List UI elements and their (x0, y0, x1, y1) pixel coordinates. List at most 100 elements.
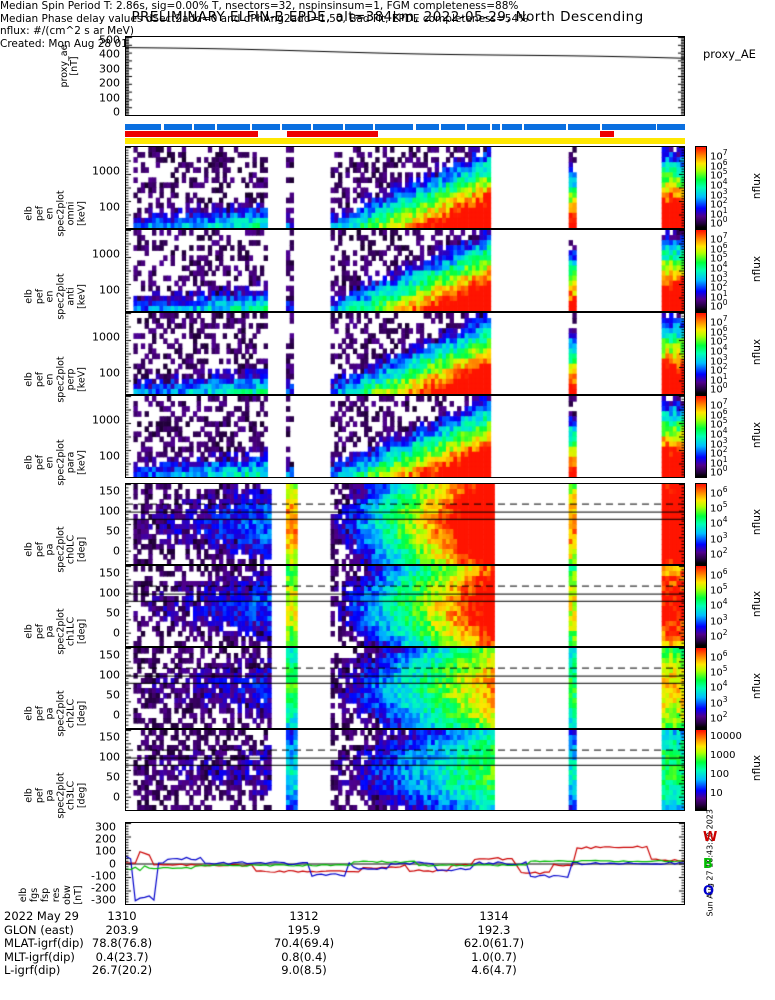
colorbar-tick: 102 (710, 627, 728, 643)
fgs-ytick: -300 (91, 893, 116, 907)
x-axis-value: 1314 (479, 909, 509, 923)
colorbar-4 (695, 483, 707, 565)
fgs-yticks: 300 200 100 0 -100 -200 -300 (78, 821, 116, 907)
colorbar-tick: 102 (710, 279, 728, 294)
colorbar-tick: 106 (710, 649, 728, 664)
fgs-ytick: -200 (91, 881, 116, 895)
x-axis-row-label: 2022 May 29 (4, 909, 79, 923)
colorbar-label: nflux (751, 172, 763, 199)
colorbar-tick: 104 (710, 679, 728, 694)
proxy-ae-yticks: 500 400 300 200 100 0 (82, 33, 120, 119)
status-segment-blue (467, 124, 490, 130)
pa-ylabel-1: elb pef pa spec2plot ch1LC [deg] (23, 608, 88, 655)
proxy-ae-ytick: 0 (113, 105, 120, 119)
x-axis-annotations: 2022 May 29 1310 1312 1314 GLON (east) 203.9 1… (4, 909, 774, 978)
colorbar-tick: 100 (710, 464, 728, 479)
colorbar-tick: 105 (710, 500, 728, 515)
colorbar-tick: 107 (710, 314, 728, 329)
colorbar-label: nflux (751, 255, 763, 282)
fgs-legend-W: W (703, 830, 718, 845)
status-segment-blue (568, 124, 600, 130)
colorbar-tick: 104 (710, 342, 728, 358)
proxy-ae-right-label: proxy_AE (703, 47, 756, 61)
fgs-ytick: 300 (95, 820, 116, 834)
colorbar-tick: 102 (710, 362, 728, 377)
colorbar-tick: 106 (710, 406, 728, 421)
pa-ytick: 50 (106, 688, 120, 702)
status-segment-red (287, 131, 379, 137)
proxy-ae-ytick: 400 (99, 47, 120, 61)
energy-ylabel-3: elb pef en spec2plot para [keV] (23, 438, 88, 486)
colorbar-label: nflux (751, 421, 763, 448)
status-segment-blue (502, 124, 522, 130)
x-axis-value: 9.0(8.5) (281, 963, 327, 977)
pa-ytick: 100 (99, 668, 120, 682)
pa-ytick: 0 (113, 708, 120, 722)
x-axis-row-label: MLAT-igrf(dip) (4, 936, 84, 950)
energy-ytick: 1000 (92, 413, 120, 427)
proxy-ae-ytick: 300 (99, 62, 120, 76)
colorbar-7 (695, 729, 707, 811)
colorbar-tick: 104 (710, 515, 728, 530)
colorbar-tick: 101 (710, 205, 728, 221)
energy-ylabel-1: elb pef en spec2plot anti [keV] (23, 272, 88, 320)
colorbar-tick: 101 (710, 454, 728, 470)
colorbar-label: nflux (751, 338, 763, 365)
status-segment-blue (125, 124, 162, 130)
proxy-ae-ytick: 500 (99, 33, 120, 47)
colorbar-tick: 102 (710, 709, 728, 725)
status-segment-blue (344, 124, 373, 130)
colorbar-tick: 100 (710, 769, 730, 780)
status-segment-blue (441, 124, 466, 130)
colorbar-tick: 106 (710, 240, 728, 255)
proxy-ae-ytick: 100 (99, 91, 120, 105)
status-segment-blue (374, 124, 414, 130)
proxy-ae-panel (125, 36, 685, 116)
pa-panel-ch2lc (125, 647, 685, 729)
colorbar-tick: 105 (710, 582, 728, 597)
pa-ytick: 100 (99, 504, 120, 518)
pa-ytick: 50 (106, 524, 120, 538)
colorbar-tick: 104 (710, 425, 728, 441)
x-axis-value: 70.4(69.4) (273, 936, 335, 950)
status-segment-blue (657, 124, 685, 130)
fgs-ytick: -100 (91, 869, 116, 883)
fgs-legend-B: B (703, 857, 713, 872)
colorbar-tick: 107 (710, 397, 728, 412)
colorbar-tick: 100 (710, 298, 728, 313)
proxy-ae-ylabel: proxy_ae [nT] (59, 44, 80, 88)
page-title: PRELIMINARY ELFIN-B EPDE, alt=384km, 202… (131, 9, 644, 25)
colorbar-tick: 105 (710, 664, 728, 679)
colorbar-tick: 103 (710, 352, 728, 367)
fgs-ytick: 100 (95, 844, 116, 858)
proxy-ae-trace (126, 37, 684, 115)
x-axis-row: GLON (east) 203.9 195.9 192.3 (4, 922, 774, 938)
x-axis-value: 195.9 (287, 922, 321, 937)
energy-ytick: 1000 (92, 330, 120, 344)
pa-ytick: 150 (99, 648, 120, 662)
status-segment-blue (251, 124, 280, 130)
pa-ytick: 100 (99, 586, 120, 600)
x-axis-row: MLAT-igrf(dip) 78.8(76.8) 70.4(69.4) 62.0(6… (4, 936, 774, 951)
colorbar-tick: 103 (710, 612, 728, 627)
energy-ylabel-0: elb pef en spec2plot omni [keV] (23, 189, 88, 237)
fgs-residual-panel (125, 822, 685, 905)
energy-ytick: 100 (99, 449, 120, 463)
pa-ytick: 150 (99, 566, 120, 580)
colorbar-2 (695, 312, 707, 395)
x-axis-row-label: GLON (east) (4, 922, 74, 937)
colorbar-tick: 101 (710, 288, 728, 304)
colorbar-tick: 103 (710, 694, 728, 709)
fgs-ytick: 200 (95, 832, 116, 846)
colorbar-tick: 104 (710, 597, 728, 612)
colorbar-tick: 106 (710, 323, 728, 338)
x-axis-row: 2022 May 29 1310 1312 1314 (4, 909, 774, 924)
colorbar-label: nflux (751, 672, 763, 700)
pa-panel-ch3lc (125, 729, 685, 811)
pa-ytick: 0 (113, 544, 120, 558)
pa-ytick: 50 (106, 770, 120, 784)
footer-line-1: Median Spin Period T: 2.86s, sig=0.00% T… (0, 0, 519, 12)
status-segment-blue (216, 124, 250, 130)
x-axis-value: 0.4(23.7) (95, 949, 149, 964)
footer-line-2: Median Phase delay values dSect2add=0 an… (0, 12, 529, 25)
